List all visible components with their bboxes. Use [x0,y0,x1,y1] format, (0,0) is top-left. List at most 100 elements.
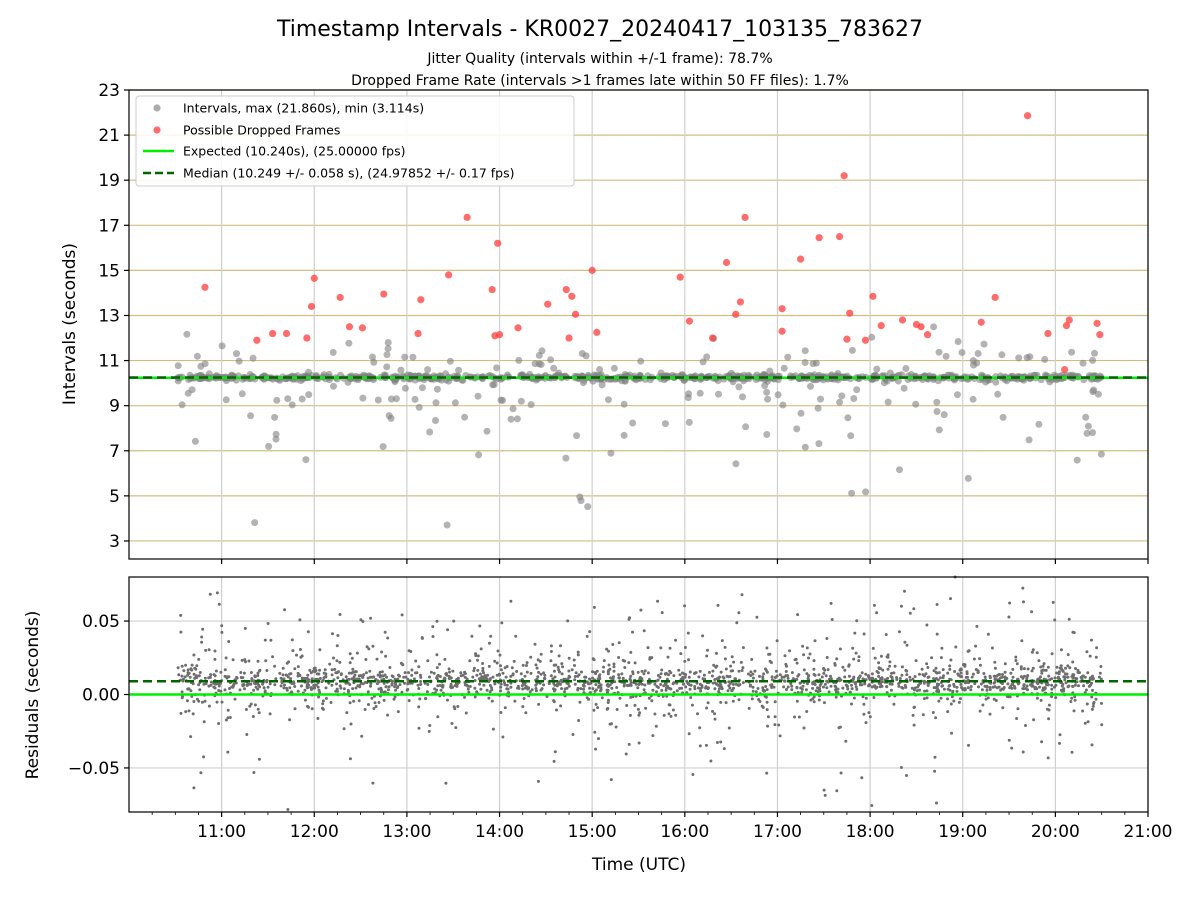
residual-point [407,699,411,703]
residual-point [513,699,517,703]
residual-point [1072,709,1076,713]
residual-point [1066,685,1070,689]
residual-point [504,675,508,679]
residual-point [839,771,843,775]
residual-point [952,682,956,686]
residual-point [813,639,817,643]
residual-point [362,673,366,677]
residual-point [786,676,790,680]
interval-point [974,350,982,357]
residual-point [235,676,239,680]
residual-point [843,675,847,679]
residual-point [885,685,889,689]
residual-point [215,591,219,595]
residual-point [984,697,988,701]
residual-point [244,708,248,711]
residual-point [977,685,980,689]
residual-point [1090,695,1094,699]
dropped-frame-point [414,329,422,338]
dropped-frame-point [1023,112,1032,120]
residual-point [646,681,650,685]
residual-point [715,741,719,744]
residual-point [268,682,272,686]
residual-point [351,687,355,691]
residual-point [296,689,300,693]
residual-point [1055,671,1059,675]
residual-point [993,660,997,664]
residual-point [651,734,655,738]
residual-point [1000,682,1004,685]
residual-point [1046,665,1050,669]
residual-point [371,644,375,648]
residual-point [697,675,701,679]
residual-point [729,669,733,673]
residual-point [1098,671,1102,675]
residual-point [1003,670,1007,674]
residual-point [933,755,937,759]
residual-point [854,651,858,655]
residual-point [367,703,370,706]
residual-point [601,670,605,674]
residual-point [720,639,724,643]
interval-point [912,400,920,408]
residual-point [877,666,881,670]
residual-point [629,681,633,684]
residual-point [666,655,670,659]
residual-point [568,675,572,679]
residual-point [901,686,905,690]
interval-point [562,454,570,462]
residual-point [309,671,313,675]
residual-point [368,675,372,679]
residual-point [363,708,367,711]
interval-point [178,401,186,409]
residual-point [557,680,561,684]
interval-point [426,428,434,436]
residual-point [417,665,421,669]
intervals-y-axis-label: Intervals (seconds) [60,243,80,405]
residual-point [978,657,982,661]
residual-point [1001,673,1004,676]
residual-point [659,683,663,686]
residual-point [248,704,252,708]
residual-point [934,670,938,674]
residual-point [406,687,410,691]
residual-point [1040,671,1044,675]
residual-point [755,615,759,619]
interval-point [483,427,491,435]
residual-point [1003,662,1007,666]
x-tick-label: 19:00 [938,822,987,842]
residual-point [654,724,658,728]
residual-point [822,671,826,675]
residual-point [539,652,543,656]
residual-point [404,675,408,679]
residual-point [1080,677,1084,681]
residual-point [879,654,883,658]
residual-point [273,683,277,687]
residual-point [391,675,395,679]
residual-point [1073,695,1077,699]
dropped-frame-point [991,293,999,302]
residual-point [966,686,970,690]
residual-point [388,666,392,669]
residual-point [1014,659,1018,662]
residual-point [573,664,576,667]
residual-point [553,675,557,679]
residual-point [1090,638,1093,642]
residual-point [521,663,525,667]
residual-point [1041,664,1045,668]
residual-point [306,630,310,634]
residual-point [682,682,685,686]
residual-point [877,674,881,678]
residual-point [593,671,597,674]
residual-point [687,675,691,679]
residual-point [1069,700,1073,703]
residual-point [500,621,504,625]
intervals-y-tick-label: 17 [98,216,120,236]
residual-point [1071,660,1075,664]
residual-point [523,674,527,678]
residual-point [713,681,717,685]
interval-point [384,345,392,352]
residual-point [207,648,211,652]
residual-point [847,664,851,668]
residual-point [515,670,519,673]
